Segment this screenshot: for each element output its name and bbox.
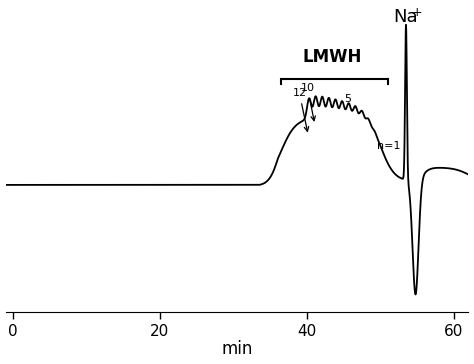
Text: 10: 10 [301, 83, 315, 121]
Text: LMWH: LMWH [303, 48, 362, 66]
X-axis label: min: min [221, 340, 253, 359]
Text: 12: 12 [292, 88, 309, 131]
Text: n=1: n=1 [377, 141, 401, 151]
Text: +: + [412, 6, 422, 19]
Text: Na: Na [394, 8, 418, 26]
Text: 5: 5 [344, 94, 351, 103]
